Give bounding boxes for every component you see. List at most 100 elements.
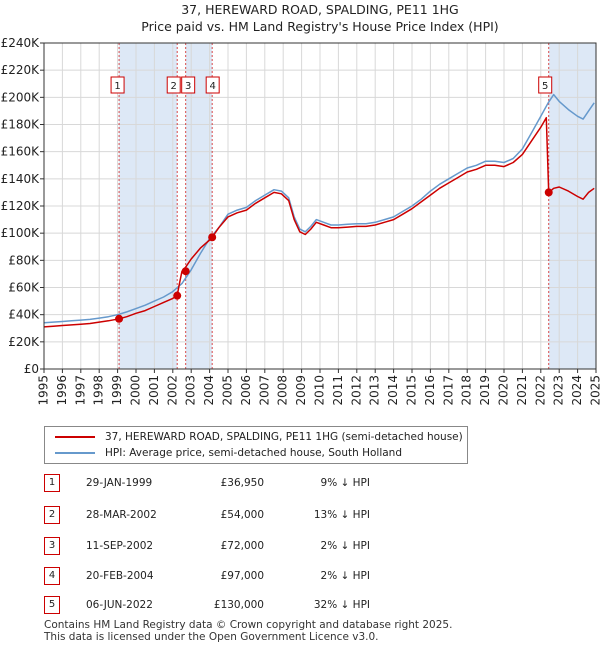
x-tick-label: 2000	[129, 375, 143, 406]
x-tick-label: 2005	[221, 375, 235, 406]
transaction-row: 3 11-SEP-2002 £72,000 2% ↓ HPI	[44, 537, 384, 555]
transaction-points	[115, 188, 553, 323]
x-tick-label: 2020	[497, 375, 511, 406]
transaction-price: £72,000	[220, 540, 264, 552]
transaction-date: 11-SEP-2002	[86, 540, 154, 552]
transaction-row: 2 28-MAR-2002 £54,000 13% ↓ HPI	[44, 506, 384, 524]
transaction-date: 20-FEB-2004	[86, 570, 154, 582]
x-tick-label: 1996	[55, 375, 69, 406]
x-tick-label: 2006	[239, 375, 253, 406]
x-tick-label: 2009	[294, 375, 308, 406]
transaction-label-box	[110, 76, 125, 94]
x-tick-label: 2004	[202, 375, 216, 406]
x-tick-label: 2021	[515, 375, 529, 406]
transaction-price: £36,950	[220, 477, 264, 489]
transaction-hpi-diff: 32% ↓ HPI	[313, 599, 370, 611]
footer-copyright: Contains HM Land Registry data © Crown c…	[44, 619, 453, 631]
transaction-badge: 4	[44, 567, 60, 585]
legend: 37, HEREWARD ROAD, SPALDING, PE11 1HG (s…	[44, 426, 468, 464]
x-tick-label: 2003	[184, 375, 198, 406]
transaction-label: 4	[209, 81, 215, 92]
transaction-label: 1	[114, 81, 120, 92]
transaction-badge: 1	[44, 474, 60, 492]
x-tick-label: 2012	[349, 375, 363, 406]
price-chart: 37, HEREWARD ROAD, SPALDING, PE11 1HG Pr…	[1, 2, 600, 406]
y-tick-label: £220K	[1, 63, 41, 77]
transaction-label: 2	[171, 81, 177, 92]
y-axis-ticks: £0 £20K £40K £60K £80K £100K £120K £140K £160K £1…	[1, 36, 44, 376]
y-tick-label: £140K	[1, 172, 41, 186]
x-tick-label: 1997	[73, 375, 87, 406]
transaction-point	[173, 291, 182, 300]
y-tick-label: £40K	[8, 308, 40, 322]
transaction-badge: 5	[44, 596, 60, 614]
x-tick-label: 2019	[478, 375, 492, 406]
transaction-label-box	[166, 76, 181, 94]
legend-label-property: 37, HEREWARD ROAD, SPALDING, PE11 1HG (s…	[105, 431, 463, 443]
x-tick-label: 2013	[368, 375, 382, 406]
y-tick-label: £120K	[1, 199, 41, 213]
transaction-label-box	[205, 76, 220, 94]
y-tick-label: £60K	[8, 281, 40, 295]
transaction-row: 1 29-JAN-1999 £36,950 9% ↓ HPI	[44, 474, 384, 492]
transaction-price: £130,000	[213, 599, 264, 611]
chart-subtitle: Price paid vs. HM Land Registry's House …	[141, 19, 498, 34]
y-tick-label: £200K	[1, 90, 41, 104]
transaction-row: 5 06-JUN-2022 £130,000 32% ↓ HPI	[44, 596, 384, 614]
x-tick-label: 1998	[92, 375, 106, 406]
x-tick-label: 2001	[147, 375, 161, 406]
x-tick-label: 2011	[331, 375, 345, 406]
x-axis-ticks: 1995 1996 1997 1998 1999 2000 2001 2002 2003 2004…	[37, 369, 600, 406]
y-tick-label: £180K	[1, 118, 41, 132]
transaction-date: 28-MAR-2002	[86, 509, 157, 521]
series-line-hpi	[43, 93, 595, 324]
x-tick-label: 1995	[37, 375, 51, 406]
x-tick-label: 2023	[552, 375, 566, 406]
x-tick-label: 2014	[386, 375, 400, 406]
transaction-label: 3	[185, 81, 191, 92]
x-tick-label: 2008	[276, 375, 290, 406]
transaction-hpi-diff: 2% ↓ HPI	[320, 570, 370, 582]
transaction-hpi-diff: 2% ↓ HPI	[320, 540, 370, 552]
transaction-price: £54,000	[220, 509, 264, 521]
transaction-point	[544, 188, 553, 197]
legend-swatch-hpi	[55, 452, 95, 454]
x-tick-label: 2015	[405, 375, 419, 406]
transaction-price: £97,000	[220, 570, 264, 582]
footer: Contains HM Land Registry data © Crown c…	[44, 619, 452, 643]
x-tick-label: 2010	[313, 375, 327, 406]
x-tick-label: 2022	[533, 375, 547, 406]
y-tick-label: £20K	[8, 335, 40, 349]
x-tick-label: 2002	[165, 375, 179, 406]
transaction-label: 5	[542, 81, 548, 92]
transaction-badge: 3	[44, 537, 60, 555]
y-tick-label: £240K	[1, 36, 41, 50]
series-lines	[43, 93, 595, 328]
chart-title: 37, HEREWARD ROAD, SPALDING, PE11 1HG	[181, 2, 459, 17]
x-tick-label: 2017	[441, 375, 455, 406]
series-line-property	[43, 116, 595, 328]
legend-swatch-property	[55, 436, 95, 438]
transaction-date: 29-JAN-1999	[86, 477, 153, 489]
footer-licence: This data is licensed under the Open Gov…	[44, 631, 379, 643]
legend-item-property: 37, HEREWARD ROAD, SPALDING, PE11 1HG (s…	[55, 429, 463, 445]
transaction-hpi-diff: 9% ↓ HPI	[320, 477, 370, 489]
y-tick-label: £160K	[1, 145, 41, 159]
legend-item-hpi: HPI: Average price, semi-detached house,…	[55, 445, 402, 461]
x-tick-label: 2016	[423, 375, 437, 406]
x-tick-label: 2007	[257, 375, 271, 406]
transaction-point	[115, 314, 124, 323]
transaction-date: 06-JUN-2022	[86, 599, 153, 611]
x-tick-label: 2024	[570, 375, 584, 406]
legend-label-hpi: HPI: Average price, semi-detached house,…	[105, 447, 402, 459]
x-tick-label: 1999	[110, 375, 124, 406]
x-tick-label: 2025	[589, 375, 600, 406]
transaction-label-box	[181, 76, 196, 94]
y-tick-label: £0	[24, 362, 39, 376]
y-tick-label: £80K	[8, 253, 40, 267]
transaction-badge: 2	[44, 506, 60, 524]
transaction-point	[208, 233, 217, 242]
y-tick-label: £100K	[1, 226, 41, 240]
transaction-hpi-diff: 13% ↓ HPI	[313, 509, 370, 521]
